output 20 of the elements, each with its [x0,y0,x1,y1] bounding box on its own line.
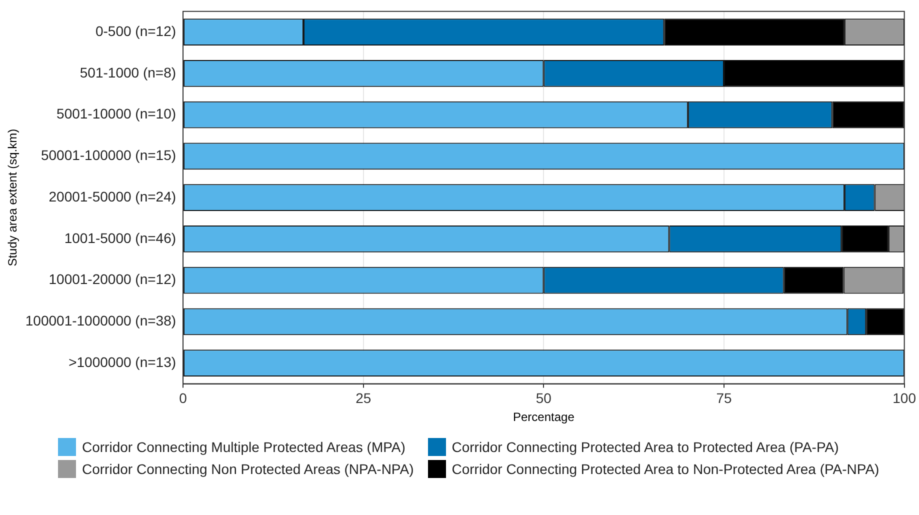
x-axis-title: Percentage [512,410,575,424]
legend-label: Corridor Connecting Protected Area to Protected Area (PA-PA) [452,439,839,455]
legend-label: Corridor Connecting Non Protected Areas (NPA-NPA) [82,461,414,477]
legend-label: Corridor Connecting Protected Area to Non-Protected Area (PA-NPA) [452,461,880,477]
y-tick-label: 0-500 (n=12) [95,22,176,39]
x-tick-label: 50 [536,390,552,406]
y-tick-label: 20001-50000 (n=24) [48,188,176,204]
y-tick-label: 5001-10000 (n=10) [56,106,176,122]
y-tick-label: 501-1000 (n=8) [80,64,176,80]
y-axis-title: Study area extent (sq.km) [6,128,20,266]
y-tick-label: 100001-1000000 (n=38) [25,312,176,329]
x-tick-label: 75 [716,390,732,406]
y-tick-label: 10001-20000 (n=12) [48,271,176,288]
legend-label: Corridor Connecting Multiple Protected Areas (MPA) [82,439,406,455]
x-tick-label: 25 [356,390,372,406]
x-tick-label: 100 [892,390,916,406]
y-tick-label: 1001-5000 (n=46) [64,230,176,246]
x-tick-label: 0 [179,390,188,406]
y-tick-label: 50001-100000 (n=15) [40,147,176,164]
y-tick-label: >1000000 (n=13) [68,354,176,370]
